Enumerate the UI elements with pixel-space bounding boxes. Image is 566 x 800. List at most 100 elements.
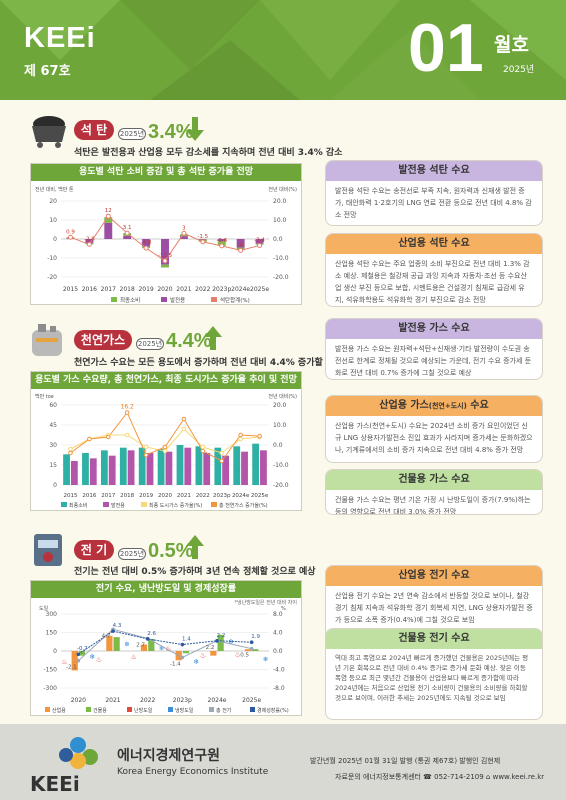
gas-left-tick: 0 xyxy=(53,482,57,489)
coal-industry-card-body: 산업용 석탄 수요는 주요 업종의 소비 부진으로 전년 대비 1.3% 감소 … xyxy=(335,260,530,304)
coal-data-label: -6 xyxy=(238,242,244,248)
coal-right-tick: -20.0 xyxy=(273,274,289,281)
coal-bar-power xyxy=(104,222,113,239)
month-number: 01 xyxy=(408,10,484,86)
elec-gdp-label: 1.4 xyxy=(182,637,191,643)
coal-data-label: -11.5 xyxy=(158,253,173,259)
heating-degree-icon: ♨ xyxy=(165,644,171,652)
gas-bar-final xyxy=(138,447,146,485)
gas-x-tick: 2016 xyxy=(82,493,96,499)
gas-x-tick: 2021 xyxy=(177,493,191,499)
coal-power-card-title: 발전용 석탄 수요 xyxy=(326,161,542,181)
gas-total-point xyxy=(162,444,168,450)
coal-right-tick: -10.0 xyxy=(273,255,289,262)
coal-total-point xyxy=(67,234,73,240)
elec-legend-swatch xyxy=(127,707,132,712)
elec-right-tick: 4.0 xyxy=(273,630,283,637)
gas-legend-label: 발전용 xyxy=(111,502,125,509)
coal-x-tick: 2018 xyxy=(120,286,135,293)
coal-bar-power xyxy=(198,239,207,240)
elec-total-label: 2.7 xyxy=(136,643,145,649)
elec-gdp-point xyxy=(249,640,254,645)
coal-bar-final xyxy=(104,217,113,223)
up-arrow-icon xyxy=(204,326,222,350)
coal-total-point xyxy=(162,258,168,264)
elec-legend-swatch xyxy=(86,707,91,712)
footer-logo-text: KEEi xyxy=(30,772,80,795)
elec-gdp-point xyxy=(215,639,219,643)
elec-building-card: 건물용 전기 수요 역대 최고 폭염으로 2024년 빠르게 증가했던 건물용은… xyxy=(325,628,543,720)
elec-building-card-title: 건물용 전기 수요 xyxy=(326,629,542,649)
coal-bar-power xyxy=(161,239,169,265)
gas-legend-label: 최종 도시가스 증가율(%) xyxy=(149,502,202,509)
coal-data-label: -1.5 xyxy=(197,234,208,240)
gas-legend-swatch xyxy=(103,502,109,507)
gas-x-tick: 2020 xyxy=(158,493,172,499)
gas-bar-power xyxy=(70,461,78,485)
elec-gdp-point xyxy=(180,642,185,647)
elec-left-tick: 150 xyxy=(46,630,58,637)
gas-building-card: 건물용 가스 수요 건물용 가스 수요는 평년 기온 가정 시 난방도일이 증가… xyxy=(325,469,543,515)
elec-bar-industry xyxy=(71,651,78,671)
coal-left-axis-label: 전년 대비, 백만 톤 xyxy=(35,186,74,193)
org-name-en: Korea Energy Economics Institute xyxy=(117,767,269,777)
elec-legend-swatch xyxy=(209,707,214,712)
gas-industry-card: 산업용 가스(천연+도시) 수요 산업용 가스(천연+도시) 수요는 2024년… xyxy=(325,395,543,463)
month-label: 월호 xyxy=(494,34,529,56)
gas-bar-final xyxy=(233,446,241,485)
elec-bar-industry xyxy=(210,651,217,656)
heating-degree-icon: ♨ xyxy=(200,652,206,660)
coal-power-card-body: 발전용 석탄 수요는 송전선로 부족 지속, 원자력과 신재생 발전 증가, 태… xyxy=(335,187,532,219)
gas-city-point xyxy=(219,450,225,456)
gas-bar-final xyxy=(214,447,222,485)
coal-year-badge: 2025년 xyxy=(118,128,146,140)
coal-power-card: 발전용 석탄 수요 발전용 석탄 수요는 송전선로 부족 지속, 원자력과 신재… xyxy=(325,160,543,226)
gas-bar-final xyxy=(82,453,89,485)
cooling-degree-icon: ❄ xyxy=(228,638,234,646)
gas-power-card: 발전용 가스 수요 발전용 가스 수요는 원자력+석탄+신재생·기타 발전량이 … xyxy=(325,318,543,380)
gas-total-point xyxy=(143,452,149,458)
coal-chart-plot: 전년 대비, 백만 톤 전년 대비(%) 20 20.0 10 10.0 0 0.0 -10 -1… xyxy=(35,186,297,304)
elec-left-axis-label: 도일 xyxy=(39,605,49,612)
coal-bar-power xyxy=(123,235,132,239)
coal-legend-label: 최종소비 xyxy=(120,296,140,304)
coal-bar-power xyxy=(236,239,245,248)
gas-city-point xyxy=(124,432,130,438)
elec-summary: 전기는 전년 대비 0.5% 증가하며 3년 연속 정체할 것으로 예상 xyxy=(74,567,316,577)
keei-logo-icon: KEEi xyxy=(30,737,98,795)
coal-right-tick: 10.0 xyxy=(273,217,287,224)
elec-industry-card-title: 산업용 전기 수요 xyxy=(326,566,542,586)
gas-right-axis-label: 전년 대비(%) xyxy=(268,393,297,400)
elec-legend-label: 총 전기 xyxy=(216,707,231,714)
gas-x-tick: 2019 xyxy=(139,493,153,499)
gas-bar-power xyxy=(260,450,267,485)
gas-legend-swatch xyxy=(141,502,147,507)
gas-total-point xyxy=(87,436,92,442)
electric-meter-icon xyxy=(34,534,62,566)
elec-left-tick: -150 xyxy=(43,667,57,674)
elec-legend-swatch xyxy=(250,707,255,712)
elec-bar-building xyxy=(182,651,190,654)
gas-industry-card-header: 산업용 가스(천연+도시) 수요 xyxy=(326,396,542,416)
publish-info: 발간년월 2025년 01월 31일 발행 (통권 제67호) 발행인 김현제 xyxy=(310,757,501,765)
gas-chart-plot: 백만 toe 전년 대비(%) 60 45 30 15 0 20.0 10.0 0.0 -10.0 -… xyxy=(35,393,297,509)
brand-logo: KEEi xyxy=(24,22,96,54)
elec-total-point xyxy=(76,658,81,663)
coal-x-tick: 2015 xyxy=(63,286,78,293)
coal-left-tick: -10 xyxy=(47,255,57,262)
coal-x-tick: 2024e xyxy=(231,286,250,293)
gas-right-tick: 0.0 xyxy=(273,442,283,449)
elec-gdp-point xyxy=(111,629,115,633)
coal-summary: 석탄은 발전용과 산업용 모두 감소세를 지속하며 전년 대비 3.4% 감소 xyxy=(74,148,343,158)
year-label: 2025년 xyxy=(503,65,535,75)
gas-bar-power xyxy=(108,455,116,485)
gas-right-tick: 10.0 xyxy=(273,422,287,429)
elec-left-tick: 300 xyxy=(46,611,58,618)
gas-city-point xyxy=(238,436,243,442)
gas-total-point xyxy=(219,458,225,464)
gas-x-tick: 2024e xyxy=(232,493,250,499)
elec-right-tick: 8.0 xyxy=(273,611,283,618)
elec-left-tick: -300 xyxy=(43,685,57,692)
elec-bar-industry xyxy=(244,649,252,651)
elec-bar-building xyxy=(217,634,224,651)
